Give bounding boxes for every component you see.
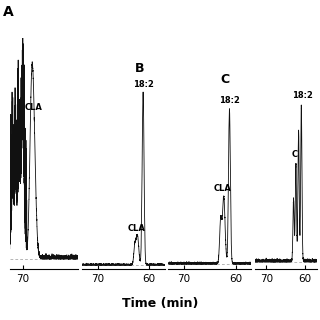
Text: 18:2: 18:2 [133, 80, 154, 89]
Text: 18:2: 18:2 [219, 96, 240, 105]
Text: C: C [292, 150, 298, 159]
Text: C: C [221, 73, 230, 86]
Text: B: B [135, 62, 145, 75]
Text: 18:2: 18:2 [292, 91, 313, 100]
Text: Time (min): Time (min) [122, 297, 198, 310]
Text: CLA: CLA [127, 223, 145, 233]
Text: A: A [3, 5, 14, 19]
Text: CLA: CLA [214, 184, 232, 193]
Text: CLA: CLA [24, 103, 42, 112]
